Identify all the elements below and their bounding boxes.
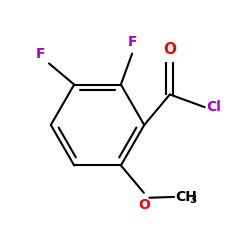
Text: O: O (138, 198, 150, 212)
Text: F: F (128, 35, 137, 49)
Text: F: F (35, 46, 45, 60)
Text: 3: 3 (190, 195, 197, 205)
Text: O: O (163, 42, 176, 57)
Text: CH: CH (176, 190, 197, 204)
Text: Cl: Cl (206, 100, 221, 114)
